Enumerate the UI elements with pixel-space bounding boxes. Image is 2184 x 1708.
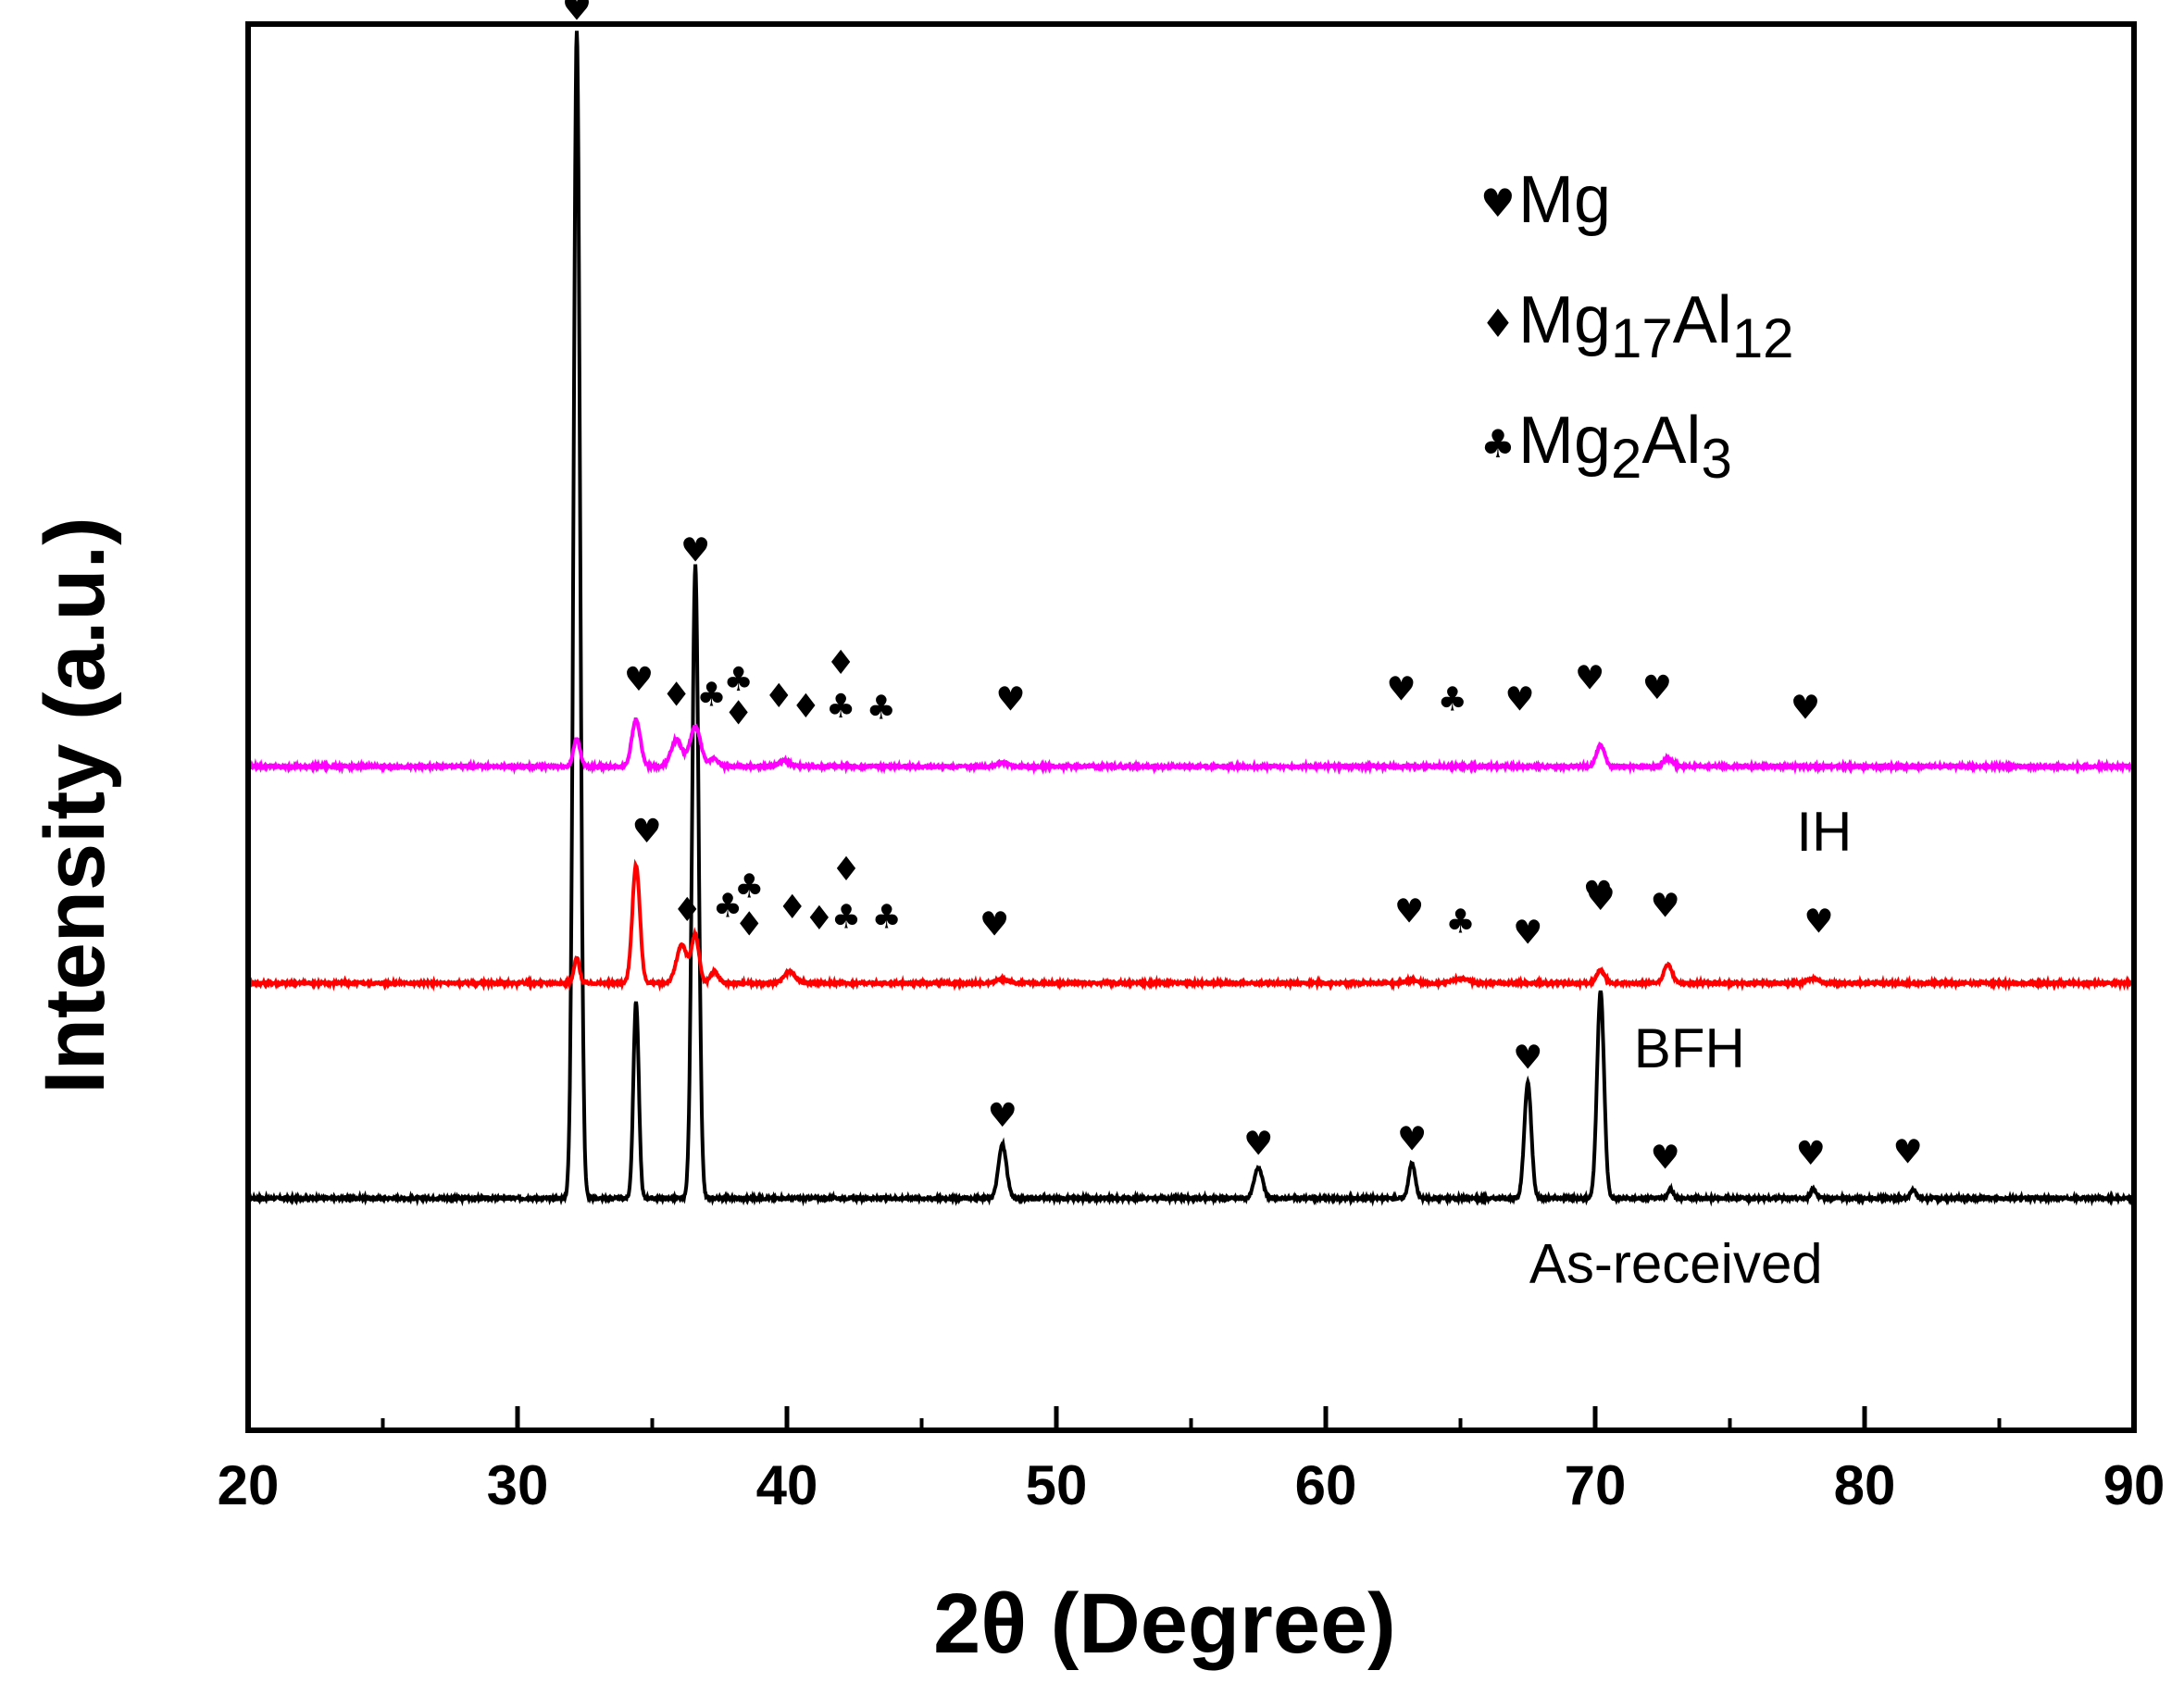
peak-marker: ♥	[680, 531, 710, 569]
legend-entry: ♦ Mg17Al12	[1480, 283, 1793, 369]
peak-marker: ♦	[764, 678, 793, 716]
legend-symbol: ♥	[1480, 181, 1516, 226]
peak-marker: ♥	[1394, 893, 1424, 931]
peak-marker: ♦	[805, 900, 834, 938]
peak-marker: ♥	[1791, 689, 1820, 727]
x-tick-label: 40	[756, 1454, 818, 1516]
x-tick-label: 70	[1565, 1454, 1627, 1516]
series-line-bfh	[246, 858, 2136, 992]
peak-marker: ♥	[1583, 875, 1613, 913]
y-axis-title: Intensity (a.u.)	[28, 517, 122, 1094]
series-layer	[246, 31, 2136, 1207]
peak-marker: ♦	[831, 851, 861, 889]
peak-marker: ♣	[1438, 680, 1467, 718]
peak-marker: ♥	[1386, 671, 1416, 709]
peak-marker: ♦	[826, 644, 855, 682]
legend-entry: ♣ Mg2Al3	[1480, 404, 1732, 490]
legend-label: Mg17Al12	[1518, 283, 1794, 369]
marker-layer: ♥♥♥♥ ♥♥♥♥ ♥ ♥♥♦ ♣♣♦ ♦♦♦♣ ♣ ♥ ♥ ♣ ♥♥ ♥ ♥♥ ♦ ♣♣♦ ♦♦♦♣ ♣ ♥ ♥ ♣…	[562, 0, 1923, 1178]
peak-marker: ♣	[723, 661, 753, 699]
legend-label: Mg2Al3	[1518, 404, 1732, 490]
x-tick-label: 90	[2103, 1454, 2165, 1516]
peak-marker: ♣	[696, 677, 726, 715]
peak-marker: ♥	[1796, 1135, 1826, 1173]
peak-marker: ♥	[1586, 880, 1616, 918]
peak-marker: ♣	[867, 689, 896, 727]
plot-frame	[245, 21, 2137, 1433]
peak-marker: ♥	[995, 680, 1025, 718]
legend-entry: ♥ Mg	[1480, 163, 1611, 237]
axes: 20 30 40 50 60 70 80 90	[218, 21, 2165, 1516]
peak-marker: ♣	[826, 688, 855, 726]
series-label-layer: As-received BFH IH	[1529, 801, 1852, 1294]
peak-marker: ♥	[1651, 888, 1680, 926]
peak-marker: ♦	[791, 688, 820, 726]
peak-marker: ♥	[1892, 1133, 1922, 1171]
series-label-ih: IH	[1796, 801, 1852, 863]
peak-marker: ♣	[713, 888, 743, 926]
x-tick-label: 60	[1295, 1454, 1357, 1516]
peak-marker: ♥	[624, 661, 654, 699]
x-tick-label: 80	[1834, 1454, 1896, 1516]
x-tick-label: 30	[487, 1454, 549, 1516]
legend-label: Mg	[1518, 163, 1611, 237]
peak-marker: ♦	[662, 677, 692, 715]
legend-symbol: ♣	[1480, 421, 1516, 467]
legend-symbol: ♦	[1480, 301, 1516, 346]
peak-marker: ♥	[632, 813, 662, 851]
legend: ♥ Mg ♦ Mg17Al12 ♣ Mg2Al3	[1480, 163, 1793, 490]
series-label-as-received: As-received	[1529, 1233, 1823, 1295]
x-tick-label: 20	[218, 1454, 280, 1516]
series-label-bfh: BFH	[1634, 1017, 1745, 1079]
peak-marker: ♥	[1513, 1040, 1542, 1078]
peak-marker: ♦	[734, 905, 764, 943]
peak-marker: ♥	[1642, 669, 1672, 707]
peak-marker: ♣	[872, 899, 902, 937]
peak-marker: ♣	[831, 899, 861, 937]
peak-marker: ♦	[672, 891, 702, 929]
x-axis-title: 2θ (Degree)	[933, 1577, 1396, 1671]
peak-marker: ♥	[1575, 660, 1604, 698]
peak-marker: ♦	[723, 695, 753, 733]
peak-marker: ♥	[980, 905, 1009, 943]
peak-marker: ♥	[1397, 1121, 1427, 1159]
series-line-ih	[246, 717, 2136, 776]
peak-marker: ♥	[1803, 903, 1833, 941]
peak-marker: ♥	[1513, 914, 1542, 952]
x-tick-label: 50	[1026, 1454, 1088, 1516]
peak-marker: ♥	[988, 1097, 1017, 1135]
peak-marker: ♣	[734, 867, 764, 905]
peak-marker: ♣	[1445, 903, 1475, 941]
peak-marker: ♥	[1504, 680, 1534, 718]
peak-marker: ♦	[778, 889, 807, 927]
series-line-as-received	[246, 31, 2136, 1207]
peak-marker: ♥	[1651, 1140, 1680, 1178]
peak-marker: ♥	[1243, 1125, 1273, 1163]
